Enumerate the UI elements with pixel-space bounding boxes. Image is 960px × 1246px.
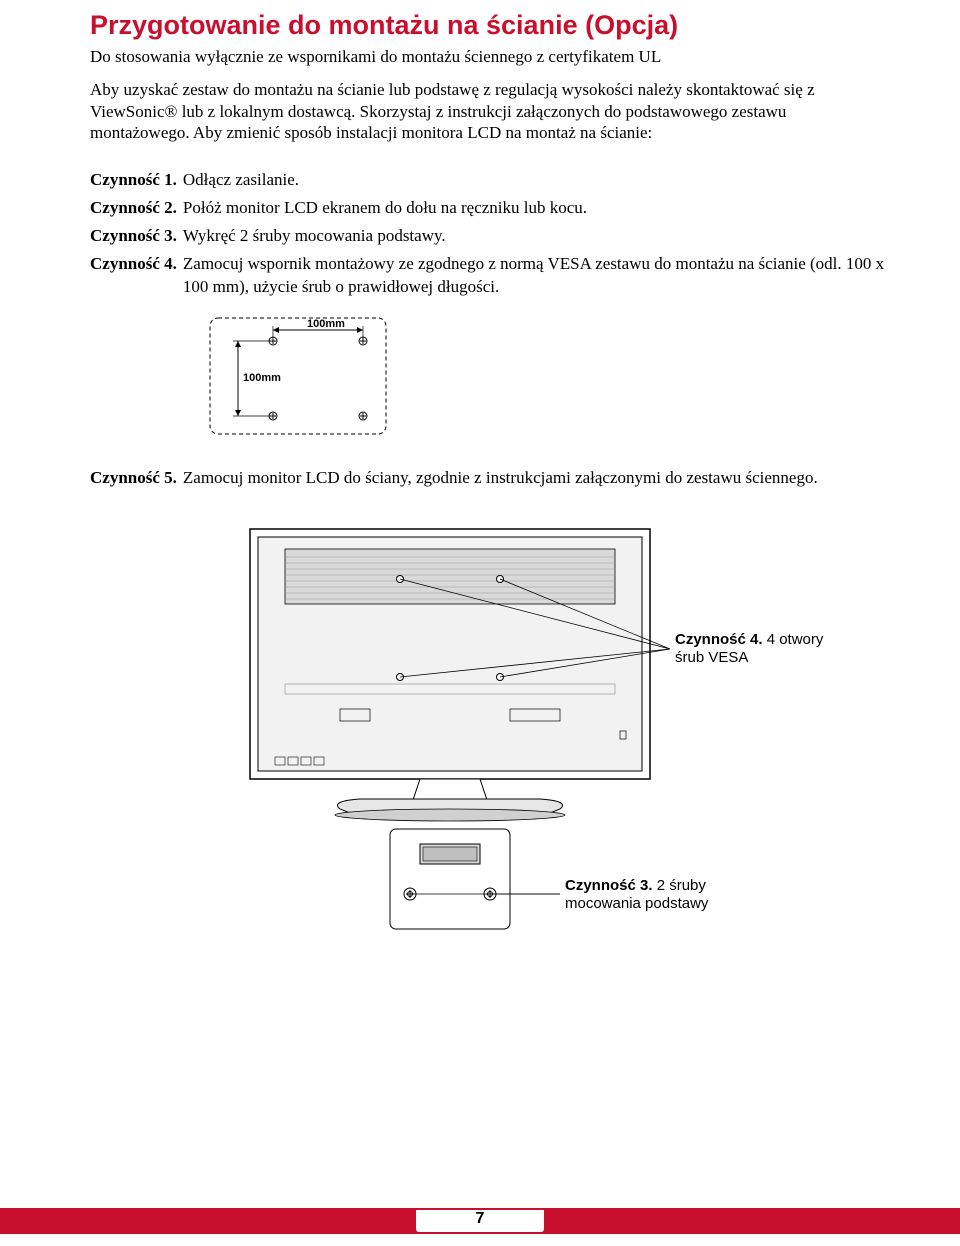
vesa-h-label: 100mm: [307, 318, 345, 330]
step-text: Zamocuj monitor LCD do ściany, zgodnie z…: [183, 467, 890, 489]
step-1: Czynność 1. Odłącz zasilanie.: [90, 169, 890, 191]
page-title: Przygotowanie do montażu na ścianie (Opc…: [90, 10, 890, 41]
step-label: Czynność 2.: [90, 197, 177, 219]
page-number: 7: [0, 1210, 960, 1232]
monitor-back-diagram: Czynność 4. 4 otwory śrub VESA Czynność …: [90, 509, 890, 969]
steps-list: Czynność 1. Odłącz zasilanie. Czynność 2…: [90, 169, 890, 297]
intro-paragraph: Aby uzyskać zestaw do montażu na ścianie…: [90, 79, 890, 143]
vesa-hole-pattern-diagram: 100mm 100mm: [208, 316, 890, 441]
callout-base: Czynność 3. 2 śruby mocowania podstawy: [565, 877, 745, 913]
step-label: Czynność 5.: [90, 467, 177, 489]
vesa-v-label: 100mm: [243, 372, 281, 384]
step-text: Połóż monitor LCD ekranem do dołu na ręc…: [183, 197, 890, 219]
step-3: Czynność 3. Wykręć 2 śruby mocowania pod…: [90, 225, 890, 247]
step-label: Czynność 1.: [90, 169, 177, 191]
step-label: Czynność 4.: [90, 253, 177, 297]
callout-vesa: Czynność 4. 4 otwory śrub VESA: [675, 631, 825, 667]
step-5: Czynność 5. Zamocuj monitor LCD do ścian…: [90, 467, 890, 489]
callout-base-bold: Czynność 3.: [565, 877, 653, 894]
step-text: Odłącz zasilanie.: [183, 169, 890, 191]
step-4: Czynność 4. Zamocuj wspornik montażowy z…: [90, 253, 890, 297]
step-2: Czynność 2. Połóż monitor LCD ekranem do…: [90, 197, 890, 219]
step-text: Zamocuj wspornik montażowy ze zgodnego z…: [183, 253, 890, 297]
step-text: Wykręć 2 śruby mocowania podstawy.: [183, 225, 890, 247]
callout-vesa-bold: Czynność 4.: [675, 631, 763, 648]
step-label: Czynność 3.: [90, 225, 177, 247]
intro-line-1: Do stosowania wyłącznie ze wspornikami d…: [90, 47, 890, 67]
